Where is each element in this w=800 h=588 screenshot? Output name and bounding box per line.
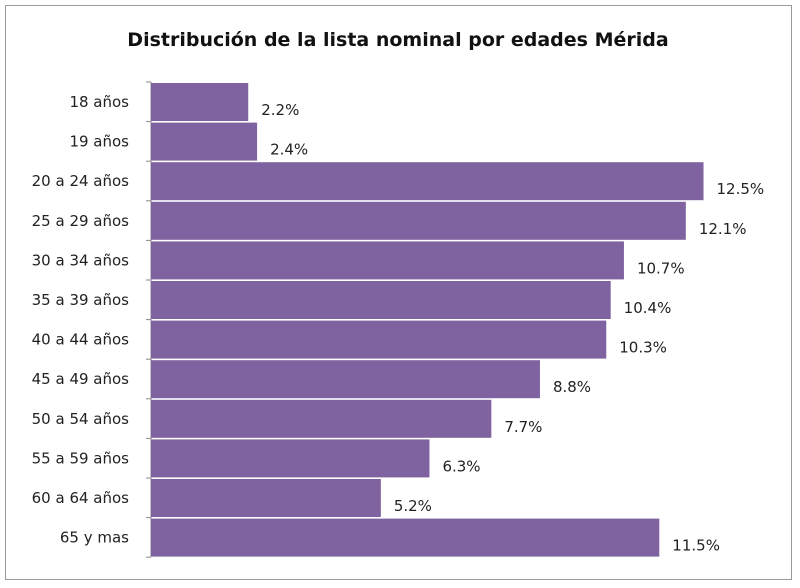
category-label: 19 años — [69, 133, 129, 151]
data-label: 11.5% — [672, 537, 720, 555]
bar — [151, 479, 381, 517]
category-label: 60 a 64 años — [32, 489, 130, 507]
data-label: 10.4% — [624, 299, 672, 317]
bar — [151, 83, 249, 121]
data-label: 12.1% — [699, 220, 747, 238]
category-label: 55 a 59 años — [32, 449, 130, 467]
bar — [151, 360, 540, 399]
data-label: 8.8% — [553, 378, 591, 396]
data-label: 10.3% — [619, 339, 667, 357]
category-label: 35 a 39 años — [32, 291, 130, 309]
bar — [151, 518, 660, 557]
data-label: 2.2% — [261, 101, 299, 119]
data-label: 10.7% — [637, 259, 685, 277]
category-label: 18 años — [69, 93, 129, 111]
bar — [151, 439, 430, 478]
data-label: 2.4% — [270, 141, 308, 159]
category-label: 40 a 44 años — [32, 331, 130, 349]
category-label: 20 a 24 años — [32, 172, 130, 190]
data-label: 5.2% — [394, 497, 432, 515]
data-label: 12.5% — [717, 180, 765, 198]
bar — [151, 281, 611, 319]
chart-title: Distribución de la lista nominal por eda… — [127, 29, 668, 51]
category-label: 65 y mas — [60, 529, 129, 547]
bar — [151, 399, 492, 438]
category-label: 25 a 29 años — [32, 212, 130, 230]
category-label: 45 a 49 años — [32, 370, 130, 388]
bar — [151, 320, 607, 359]
data-label: 6.3% — [442, 457, 480, 475]
bar — [151, 162, 704, 201]
bar — [151, 122, 258, 161]
data-label: 7.7% — [504, 418, 542, 436]
bar — [151, 241, 624, 280]
category-label: 30 a 34 años — [32, 251, 130, 269]
bar — [151, 201, 686, 240]
category-label: 50 a 54 años — [32, 410, 130, 428]
chart-frame — [5, 5, 792, 580]
